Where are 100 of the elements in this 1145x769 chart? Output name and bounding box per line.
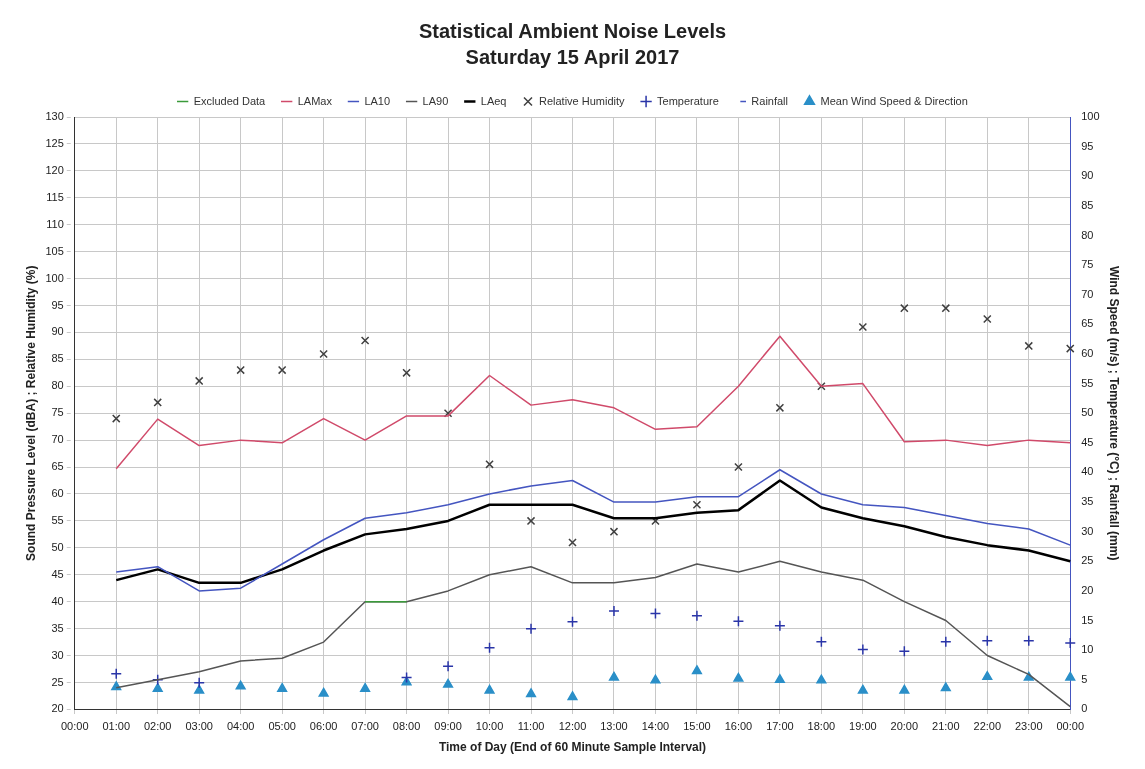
y2-tick-label: 60 [1081, 346, 1094, 359]
x-tick-label: 12:00 [558, 720, 587, 733]
x-tick-label: 05:00 [268, 720, 296, 733]
point [360, 336, 370, 345]
chart-title: Statistical Ambient Noise Levels [418, 19, 727, 42]
point [983, 314, 992, 324]
legend-label: LAeq [480, 94, 507, 107]
legend-label: Temperature [657, 94, 719, 107]
legend-label: LA90 [422, 94, 449, 107]
legend-label: Relative Humidity [538, 94, 626, 107]
x-tick-label: 11:00 [517, 720, 545, 733]
y-tick-label: 110 [46, 217, 64, 230]
y2-tick-label: 65 [1081, 317, 1094, 330]
point [941, 303, 951, 313]
x-tick-label: 09:00 [434, 720, 462, 733]
x-tick-label: 21:00 [932, 720, 960, 733]
x-axis-title: Time of Day (End of 60 Minute Sample Interval) [438, 740, 707, 755]
legend-label: LAMax [297, 94, 333, 107]
y-tick-label: 20 [51, 702, 64, 715]
x-tick-label: 14:00 [641, 720, 670, 733]
x-tick-label: 04:00 [226, 720, 255, 733]
x-tick-label: 19:00 [849, 720, 877, 733]
point [236, 365, 245, 375]
y-tick-label: 60 [51, 487, 64, 500]
y-tick-label: 115 [46, 190, 64, 203]
x-tick-label: 22:00 [973, 720, 1002, 733]
y-tick-label: 35 [51, 621, 64, 634]
point [609, 527, 619, 536]
y2-tick-label: 15 [1081, 613, 1094, 626]
y2-tick-label: 45 [1081, 435, 1094, 448]
y2-tick-label: 10 [1081, 643, 1094, 656]
legend-label: LA10 [364, 94, 391, 107]
x-tick-label: 02:00 [143, 720, 172, 733]
x-tick-label: 01:00 [102, 720, 130, 733]
point [485, 460, 494, 469]
y2-tick-label: 85 [1081, 198, 1094, 211]
y-tick-label: 120 [45, 163, 64, 176]
y-tick-label: 40 [51, 594, 64, 607]
y-tick-label: 90 [51, 325, 64, 338]
point [1024, 341, 1034, 351]
y-tick-label: 130 [45, 110, 64, 123]
x-tick-label: 10:00 [475, 720, 504, 733]
y-tick-label: 55 [51, 513, 64, 526]
y2-tick-label: 100 [1081, 110, 1100, 123]
point [568, 538, 577, 547]
point [900, 303, 909, 313]
y-tick-label: 105 [45, 244, 64, 257]
y2-tick-label: 30 [1081, 524, 1094, 537]
x-tick-label: 16:00 [724, 720, 753, 733]
y-tick-label: 50 [51, 540, 64, 553]
y-tick-label: 80 [51, 379, 64, 392]
y2-tick-label: 70 [1081, 287, 1094, 300]
x-tick-label: 03:00 [185, 720, 213, 733]
y-tick-label: 45 [51, 567, 64, 580]
point [153, 398, 162, 407]
x-tick-label: 17:00 [766, 720, 794, 733]
y2-tick-label: 50 [1081, 406, 1094, 419]
x-tick-label: 08:00 [392, 720, 421, 733]
point [319, 349, 328, 359]
y-tick-label: 30 [51, 648, 64, 661]
point [651, 516, 660, 526]
y2-axis-title: Wind Speed (m/s) ; Temperature (°C) ; Rainfall (mm) [1107, 265, 1122, 561]
x-tick-label: 00:00 [1056, 720, 1085, 733]
y-tick-label: 85 [51, 352, 64, 365]
y2-tick-label: 20 [1081, 583, 1094, 596]
x-tick-label: 23:00 [1015, 720, 1043, 733]
point [443, 408, 453, 418]
point [402, 368, 411, 378]
legend-label: Mean Wind Speed & Direction [820, 94, 968, 107]
chart-subtitle: Saturday 15 April 2017 [465, 45, 680, 68]
y2-tick-label: 80 [1081, 228, 1094, 241]
y-axis-title: Sound Pressure Level (dBA) ; Relative Humidity (%) [23, 265, 38, 561]
legend-label: Rainfall [751, 94, 789, 107]
y-tick-label: 95 [51, 298, 64, 311]
point [692, 500, 702, 510]
y-tick-label: 25 [51, 675, 64, 688]
x-tick-label: 15:00 [683, 720, 711, 733]
x-tick-label: 06:00 [309, 720, 338, 733]
point [111, 414, 121, 423]
point [734, 462, 743, 472]
legend-label: Excluded Data [193, 94, 267, 107]
x-tick-label: 13:00 [600, 720, 628, 733]
y2-tick-label: 35 [1081, 495, 1094, 508]
y2-tick-label: 75 [1081, 258, 1094, 271]
y-tick-label: 70 [51, 433, 64, 446]
y2-tick-label: 40 [1081, 465, 1094, 478]
point [526, 516, 536, 526]
y2-tick-label: 90 [1081, 169, 1094, 182]
x-tick-label: 07:00 [351, 720, 379, 733]
x-tick-label: 00:00 [60, 720, 89, 733]
y2-tick-label: 95 [1081, 139, 1094, 152]
y-tick-label: 100 [45, 271, 64, 284]
y-tick-label: 65 [51, 460, 64, 473]
y-tick-label: 125 [45, 136, 64, 149]
point [277, 365, 287, 375]
x-tick-label: 20:00 [890, 720, 919, 733]
y2-tick-label: 5 [1081, 672, 1088, 685]
point [858, 322, 868, 332]
point [775, 403, 785, 413]
point [194, 376, 204, 386]
